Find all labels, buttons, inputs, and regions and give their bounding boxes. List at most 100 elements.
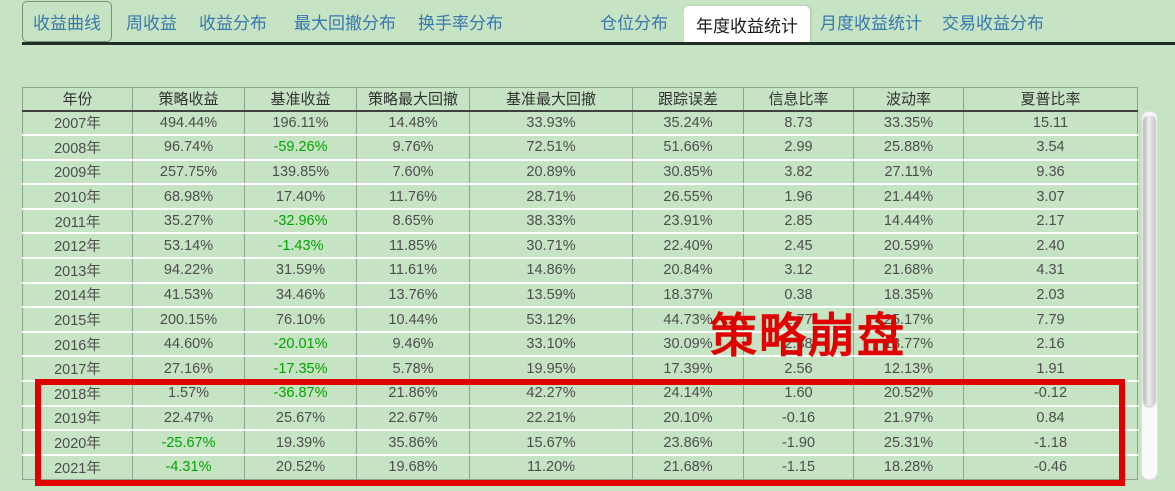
- value-cell: 38.33%: [469, 208, 633, 235]
- value-cell: 20.52%: [853, 381, 964, 407]
- column-header-volatility: 波动率: [853, 87, 964, 112]
- year-cell: 2013年: [22, 258, 133, 284]
- highlight-rectangle: [35, 379, 1125, 486]
- value-cell: 34.46%: [244, 282, 357, 309]
- value-cell: 22.67%: [356, 405, 470, 432]
- value-cell: 44.60%: [132, 331, 245, 358]
- value-cell: 41.53%: [132, 282, 245, 309]
- value-cell: 0.84: [963, 405, 1138, 432]
- table-row: 2020年 -25.67% 19.39% 35.86% 15.67% 23.86% -1.9…: [22, 430, 1138, 456]
- value-cell: 76.10%: [244, 307, 357, 333]
- value-cell: 27.16%: [132, 356, 245, 383]
- tab-weekly-return[interactable]: 周收益: [126, 13, 177, 33]
- value-cell: 25.17%: [853, 307, 964, 333]
- table-row: 2014年 41.53% 34.46% 13.76% 13.59% 18.37% 0.38 1…: [22, 282, 1138, 309]
- table-row: 2015年 200.15% 76.10% 10.44% 53.12% 44.73% 2.77…: [22, 307, 1138, 333]
- value-cell: 31.59%: [244, 258, 357, 284]
- value-cell: 9.36: [963, 159, 1138, 186]
- value-cell: -0.12: [963, 381, 1138, 407]
- value-cell: 20.52%: [244, 454, 357, 480]
- tab-annual-return-stats[interactable]: 年度收益统计: [684, 6, 810, 42]
- table-row: 2008年 96.74% -59.26% 9.76% 72.51% 51.66% 2.99 2…: [22, 135, 1138, 161]
- value-cell: 1.96: [743, 184, 854, 210]
- value-cell: 42.27%: [469, 381, 633, 407]
- value-cell: 2.45: [743, 233, 854, 260]
- value-cell: 196.11%: [244, 110, 357, 137]
- value-cell: 18.35%: [853, 282, 964, 309]
- value-cell: 7.60%: [356, 159, 470, 186]
- value-cell: 23.91%: [632, 208, 744, 235]
- tab-return-distribution[interactable]: 收益分布: [199, 13, 267, 33]
- table-row: 2009年 257.75% 139.85% 7.60% 20.89% 30.85% 3.82…: [22, 159, 1138, 186]
- column-header-year: 年份: [22, 87, 133, 112]
- column-header-strategy-drawdown: 策略最大回撤: [356, 87, 470, 112]
- tab-return-curve[interactable]: 收益曲线: [22, 0, 112, 42]
- value-cell: 94.22%: [132, 258, 245, 284]
- value-cell: 68.98%: [132, 184, 245, 210]
- value-cell: 5.78%: [356, 356, 470, 383]
- crash-annotation: 策略崩盘: [710, 309, 906, 362]
- value-cell: 20.84%: [632, 258, 744, 284]
- value-cell: 2.03: [963, 282, 1138, 309]
- value-cell: 23.86%: [632, 430, 744, 456]
- tab-max-drawdown-distribution[interactable]: 最大回撤分布: [294, 13, 396, 33]
- value-cell: 21.44%: [853, 184, 964, 210]
- column-header-information-ratio: 信息比率: [743, 87, 854, 112]
- value-cell: -32.96%: [244, 208, 357, 235]
- table-row: 2019年 22.47% 25.67% 22.67% 22.21% 20.10% -0.16…: [22, 405, 1138, 432]
- value-cell: 3.82: [743, 159, 854, 186]
- value-cell: -25.67%: [132, 430, 245, 456]
- value-cell: 8.65%: [356, 208, 470, 235]
- year-cell: 2009年: [22, 159, 133, 186]
- value-cell: 53.14%: [132, 233, 245, 260]
- value-cell: 8.73: [743, 110, 854, 137]
- value-cell: 494.44%: [132, 110, 245, 137]
- value-cell: 9.46%: [356, 331, 470, 358]
- column-header-benchmark-return: 基准收益: [244, 87, 357, 112]
- value-cell: 28.71%: [469, 184, 633, 210]
- table-row: 2010年 68.98% 17.40% 11.76% 28.71% 26.55% 1.96 2…: [22, 184, 1138, 210]
- value-cell: 2.40: [963, 233, 1138, 260]
- value-cell: 19.39%: [244, 430, 357, 456]
- value-cell: 25.31%: [853, 430, 964, 456]
- value-cell: -0.46: [1033, 459, 1068, 476]
- value-cell: 21.68%: [632, 454, 744, 480]
- value-cell: 2.16: [963, 331, 1138, 358]
- year-cell: 2012年: [22, 233, 133, 260]
- year-cell: 2010年: [22, 184, 133, 210]
- value-cell: -59.26%: [244, 135, 357, 161]
- value-cell: 3.12: [743, 258, 854, 284]
- year-cell: 2015年: [22, 307, 133, 333]
- value-cell: 0.38: [743, 282, 854, 309]
- table-scrollbar-track[interactable]: [1141, 111, 1158, 480]
- value-cell: 21.86%: [356, 381, 470, 407]
- tab-turnover-distribution[interactable]: 换手率分布: [418, 13, 503, 33]
- value-cell: 11.76%: [356, 184, 470, 210]
- value-cell: 14.48%: [356, 110, 470, 137]
- value-cell: 13.76%: [356, 282, 470, 309]
- value-cell: 7.79: [963, 307, 1138, 333]
- value-cell: 13.59%: [469, 282, 633, 309]
- value-cell: 11.61%: [356, 258, 470, 284]
- value-cell: 72.51%: [469, 135, 633, 161]
- table-row: 2017年 27.16% -17.35% 5.78% 19.95% 17.39% 2.56 1…: [22, 356, 1138, 383]
- value-cell: -36.87%: [244, 381, 357, 407]
- value-cell: 11.85%: [356, 233, 470, 260]
- tab-monthly-return-stats[interactable]: 月度收益统计: [820, 13, 922, 33]
- value-cell: 35.27%: [132, 208, 245, 235]
- tab-trade-return-distribution[interactable]: 交易收益分布: [942, 13, 1044, 33]
- value-cell: 14.44%: [853, 208, 964, 235]
- value-cell: 30.85%: [632, 159, 744, 186]
- tab-position-distribution[interactable]: 仓位分布: [600, 13, 668, 33]
- year-cell: 2014年: [22, 282, 133, 309]
- value-cell: 17.40%: [244, 184, 357, 210]
- value-cell: -1.18: [963, 430, 1138, 456]
- value-cell: -1.43%: [244, 233, 357, 260]
- value-cell: 25.67%: [244, 405, 357, 432]
- value-cell: -20.01%: [244, 331, 357, 358]
- value-cell: 2.99: [743, 135, 854, 161]
- value-cell: -1.90: [743, 430, 854, 456]
- table-header-row: 年份 策略收益 基准收益 策略最大回撤 基准最大回撤 跟踪误差 信息比率 波动率…: [22, 87, 1138, 112]
- table-scrollbar-thumb[interactable]: [1143, 114, 1156, 406]
- value-cell: 20.59%: [853, 233, 964, 260]
